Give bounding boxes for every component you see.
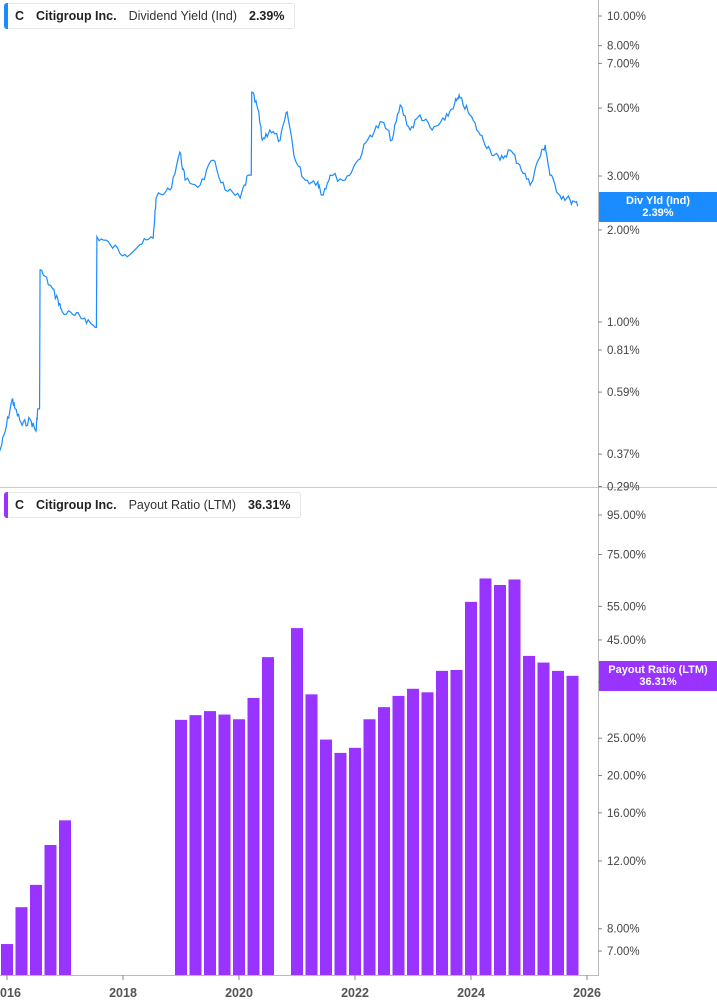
- x-tick-label: 2024: [457, 986, 485, 1000]
- payout-ratio-bar: [247, 697, 260, 975]
- y-tick-label: 1.00%: [607, 317, 640, 329]
- y-tick-label: 8.00%: [607, 924, 640, 936]
- payout-ratio-bar: [450, 669, 463, 975]
- badge-label: Payout Ratio (LTM): [608, 664, 708, 676]
- payout-ratio-bar: [15, 907, 28, 975]
- series-color-marker: [4, 3, 8, 29]
- payout-ratio-bar: [291, 628, 303, 975]
- badge-label: Div Yld (Ind): [626, 195, 690, 207]
- x-tick-label: 2018: [109, 986, 137, 1000]
- legend-metric: Dividend Yield (Ind): [128, 9, 237, 23]
- legend-value: 2.39%: [249, 9, 285, 23]
- y-tick-label: 0.37%: [607, 449, 640, 461]
- y-tick-label: 3.00%: [607, 171, 640, 183]
- payout-ratio-bar: [363, 719, 376, 975]
- payout-ratio-bar: [218, 714, 231, 975]
- x-tick-label: 2022: [341, 986, 369, 1000]
- y-tick-label: 16.00%: [607, 808, 646, 820]
- payout-ratio-bar: [305, 694, 318, 975]
- payout-ratio-bar: [262, 657, 274, 975]
- y-tick-label: 55.00%: [607, 601, 646, 613]
- payout-ratio-bar: [175, 719, 187, 975]
- legend-company: Citigroup Inc.: [36, 498, 117, 512]
- payout-ratio-bar: [320, 739, 332, 975]
- dividend-yield-legend[interactable]: C Citigroup Inc. Dividend Yield (Ind) 2.…: [4, 3, 296, 29]
- payout-ratio-bar: [421, 692, 434, 975]
- payout-ratio-bar: [537, 662, 550, 975]
- payout-ratio-bar: [378, 707, 390, 975]
- legend-value: 36.31%: [248, 498, 291, 512]
- badge-value: 2.39%: [642, 207, 674, 219]
- payout-ratio-bar: [59, 820, 71, 975]
- payout-ratio-bar: [494, 585, 506, 975]
- x-tick-label: 2016: [0, 986, 21, 1000]
- y-tick-label: 75.00%: [607, 550, 646, 562]
- x-tick-label: 2026: [573, 986, 601, 1000]
- payout-ratio-value-badge: Payout Ratio (LTM) 36.31%: [599, 661, 717, 691]
- payout-ratio-bar: [1, 944, 13, 975]
- legend-metric: Payout Ratio (LTM): [128, 498, 237, 512]
- dividend-yield-value-badge: Div Yld (Ind) 2.39%: [599, 192, 717, 222]
- dividend-yield-panel: [0, 91, 579, 451]
- payout-ratio-bar: [508, 579, 521, 975]
- y-tick-label: 25.00%: [607, 733, 646, 745]
- y-tick-label: 8.00%: [607, 41, 640, 53]
- payout-ratio-bar: [523, 655, 535, 975]
- legend-ticker: C: [15, 9, 25, 23]
- y-tick-label: 20.00%: [607, 771, 646, 783]
- y-tick-label: 12.00%: [607, 856, 646, 868]
- payout-ratio-panel: [1, 578, 579, 975]
- payout-ratio-bar: [44, 845, 57, 975]
- y-tick-label: 0.59%: [607, 387, 640, 399]
- payout-ratio-bar: [465, 601, 477, 975]
- payout-ratio-bar: [334, 752, 347, 975]
- y-tick-label: 45.00%: [607, 635, 646, 647]
- payout-ratio-bar: [436, 670, 448, 975]
- y-tick-label: 7.00%: [607, 946, 640, 958]
- y-tick-label: 7.00%: [607, 58, 640, 70]
- series-color-marker: [4, 492, 8, 518]
- y-tick-label: 10.00%: [607, 11, 646, 23]
- y-tick-label: 0.81%: [607, 345, 640, 357]
- payout-ratio-bar: [479, 578, 492, 975]
- payout-ratio-bar: [552, 670, 564, 975]
- legend-ticker: C: [15, 498, 25, 512]
- legend-company: Citigroup Inc.: [36, 9, 117, 23]
- y-tick-label: 0.29%: [607, 482, 640, 494]
- dividend-yield-line: [0, 91, 579, 451]
- payout-ratio-bar: [407, 688, 419, 975]
- payout-ratio-bar: [566, 675, 579, 975]
- badge-value: 36.31%: [639, 676, 677, 688]
- y-tick-label: 2.00%: [607, 225, 640, 237]
- payout-ratio-bar: [30, 884, 42, 975]
- y-tick-label: 5.00%: [607, 103, 640, 115]
- payout-ratio-legend[interactable]: C Citigroup Inc. Payout Ratio (LTM) 36.3…: [4, 492, 302, 518]
- payout-ratio-bar: [189, 715, 202, 975]
- payout-ratio-bar: [349, 747, 361, 975]
- payout-ratio-bar: [204, 711, 216, 975]
- y-tick-label: 95.00%: [607, 510, 646, 522]
- payout-ratio-bar: [392, 695, 405, 975]
- x-tick-label: 2020: [225, 986, 253, 1000]
- payout-ratio-bar: [233, 719, 245, 975]
